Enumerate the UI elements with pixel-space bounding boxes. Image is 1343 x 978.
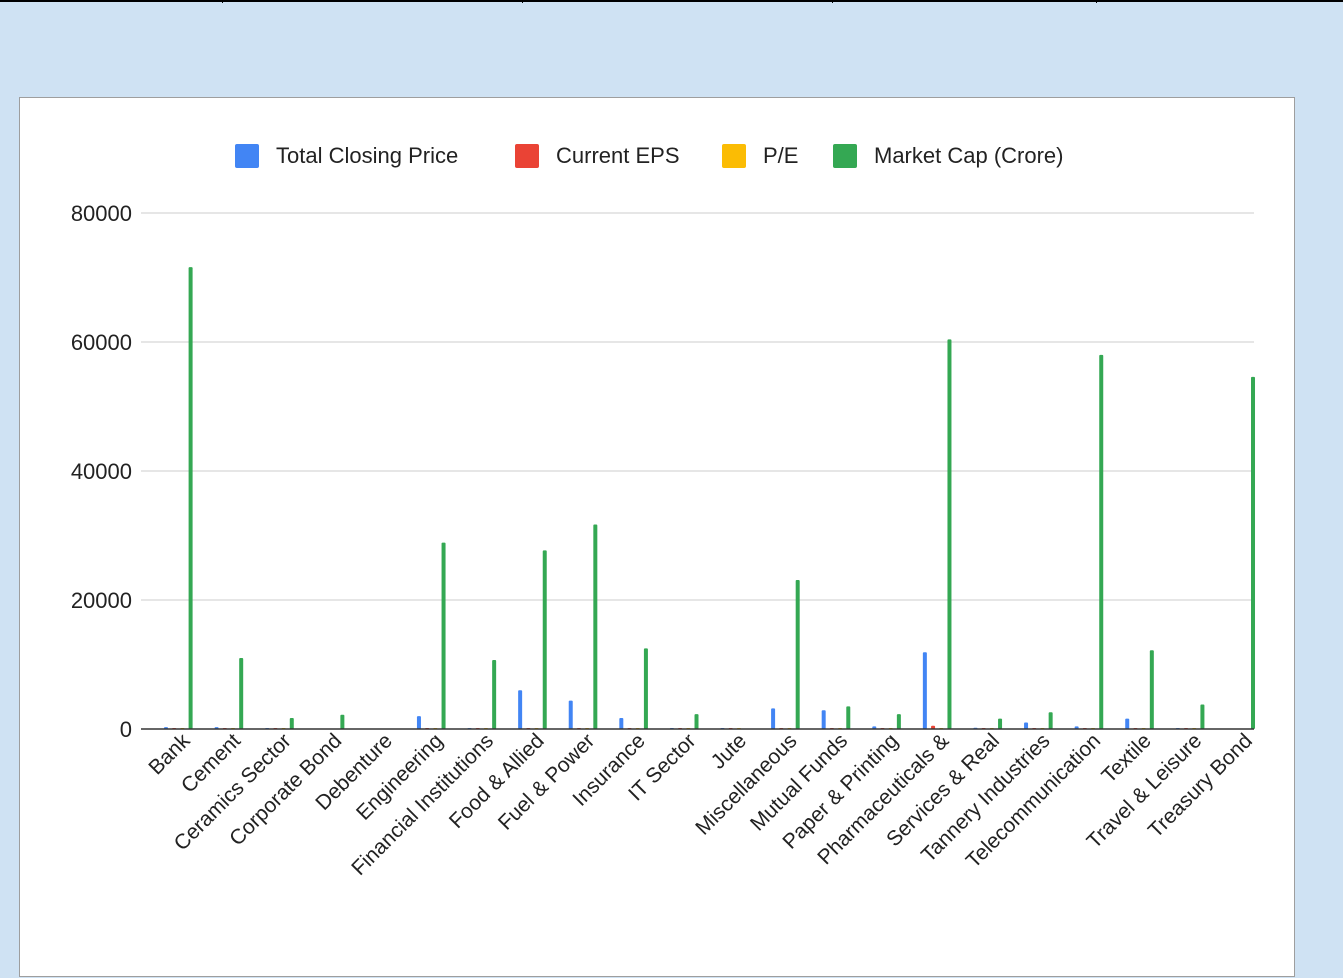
bar-total-closing-price-textile xyxy=(1125,718,1130,729)
chart-svg: Total Closing Price Current EPS P/E Market … xyxy=(71,143,1257,880)
legend-label-current-eps: Current EPS xyxy=(556,143,680,168)
y-tick-label: 40000 xyxy=(71,459,132,484)
bar-total-closing-price-mutual-funds xyxy=(821,710,826,729)
top-strip xyxy=(0,0,1343,3)
legend-swatch-total-closing-price xyxy=(235,144,259,168)
chart-card: Total Closing Price Current EPS P/E Market … xyxy=(19,97,1295,977)
bar-market-cap-crore-pharmaceuticals xyxy=(947,339,952,729)
bar-market-cap-crore-treasury-bond xyxy=(1251,376,1256,729)
strip-divider xyxy=(1096,0,1097,3)
bar-market-cap-crore-services-real xyxy=(998,718,1003,729)
bar-market-cap-crore-telecommunication xyxy=(1099,354,1104,729)
bar-market-cap-crore-ceramics-sector xyxy=(289,718,294,729)
bar-total-closing-price-fuel-power xyxy=(568,700,573,729)
bar-market-cap-crore-fuel-power xyxy=(593,524,598,729)
strip-divider xyxy=(522,0,523,3)
y-tick-label: 20000 xyxy=(71,588,132,613)
legend-label-total-closing-price: Total Closing Price xyxy=(276,143,458,168)
y-tick-label: 0 xyxy=(120,717,132,742)
bar-market-cap-crore-financial-institutions xyxy=(492,659,497,729)
y-tick-label: 80000 xyxy=(71,201,132,226)
bar-market-cap-crore-engineering xyxy=(441,542,446,729)
bar-market-cap-crore-corporate-bond xyxy=(340,714,345,729)
chart-legend: Total Closing Price Current EPS P/E Market … xyxy=(235,143,1063,168)
bar-market-cap-crore-textile xyxy=(1149,650,1154,729)
bar-total-closing-price-tannery-industries xyxy=(1024,722,1029,729)
bar-market-cap-crore-miscellaneous xyxy=(795,580,800,729)
y-axis: 0 20000 40000 60000 80000 xyxy=(71,201,132,742)
chart-bars xyxy=(164,267,1256,729)
chart-grid xyxy=(141,212,1254,601)
bar-current-eps-pharmaceuticals xyxy=(931,725,936,729)
legend-swatch-p-e xyxy=(722,144,746,168)
bar-market-cap-crore-insurance xyxy=(643,648,648,729)
legend-swatch-market-cap-crore xyxy=(833,144,857,168)
bar-market-cap-crore-tannery-industries xyxy=(1048,712,1053,729)
bar-total-closing-price-engineering xyxy=(416,716,421,729)
bar-total-closing-price-insurance xyxy=(619,718,624,729)
bar-market-cap-crore-bank xyxy=(188,267,193,729)
strip-divider xyxy=(222,0,223,3)
legend-label-market-cap-crore: Market Cap (Crore) xyxy=(874,143,1063,168)
bar-market-cap-crore-mutual-funds xyxy=(846,706,851,729)
legend-label-p-e: P/E xyxy=(763,143,798,168)
bar-market-cap-crore-travel-leisure xyxy=(1200,704,1205,729)
x-tick-label-jute: Jute xyxy=(707,729,751,773)
bar-total-closing-price-food-allied xyxy=(518,690,523,729)
bar-total-closing-price-miscellaneous xyxy=(771,708,776,729)
bar-market-cap-crore-cement xyxy=(239,658,244,729)
strip-divider xyxy=(832,0,833,3)
bar-total-closing-price-pharmaceuticals xyxy=(922,652,927,729)
y-tick-label: 60000 xyxy=(71,330,132,355)
legend-swatch-current-eps xyxy=(515,144,539,168)
bar-market-cap-crore-food-allied xyxy=(542,550,547,729)
bar-market-cap-crore-paper-printing xyxy=(896,714,901,729)
bar-market-cap-crore-it-sector xyxy=(694,714,699,729)
